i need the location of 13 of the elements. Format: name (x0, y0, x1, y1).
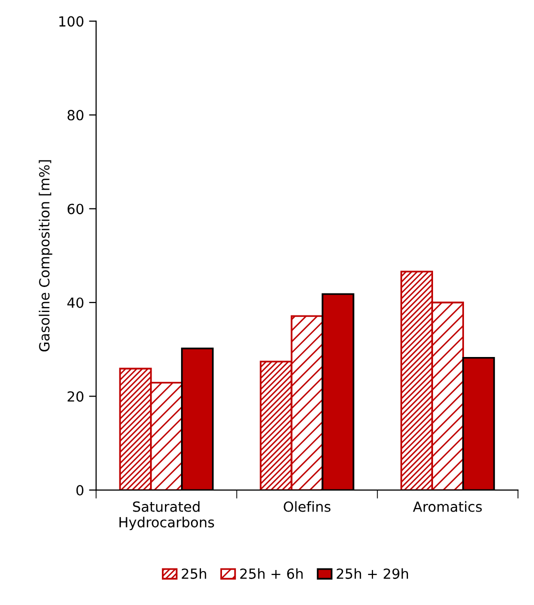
x-tick-label: Saturated Hydrocarbons (120, 501, 214, 530)
y-tick-label: 100 (59, 16, 84, 27)
x-tick-label: Olefins (284, 501, 330, 512)
y-tick-label: 40 (67, 297, 84, 308)
legend-label: 25h + 6h (240, 568, 303, 579)
legend-label: 25h + 29h (336, 568, 408, 579)
y-tick-label: 20 (68, 391, 84, 402)
legend-label: 25h (182, 568, 206, 579)
x-tick-label: Aromatics (412, 501, 482, 512)
y-tick-label: 60 (68, 204, 84, 214)
y-tick-label: 80 (68, 110, 84, 120)
y-axis-title: Gasoline Composition [m%] (38, 160, 52, 352)
y-tick-label: 0 (76, 485, 84, 496)
